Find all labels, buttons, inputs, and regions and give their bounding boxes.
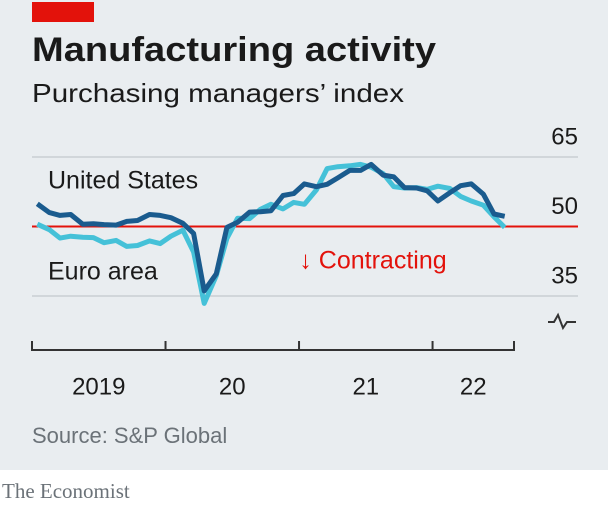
x-tick-label: 2019 <box>72 373 125 400</box>
axis-break <box>548 312 576 331</box>
background <box>0 0 608 470</box>
legend-label: Euro area <box>48 258 158 286</box>
legend-label: United States <box>48 167 198 195</box>
y-tick-label: 65 <box>551 123 578 150</box>
x-tick-label: 22 <box>460 373 487 400</box>
series-line <box>35 161 506 294</box>
chart-title: Manufacturing activity <box>32 31 436 69</box>
chart-subtitle: Purchasing managers’ index <box>32 78 404 108</box>
x-tick-label: 20 <box>219 373 246 400</box>
red-tag <box>32 2 94 22</box>
y-tick-label: 35 <box>551 262 578 289</box>
annotation: ↓ Contracting <box>299 247 446 275</box>
y-tick-label: 50 <box>551 193 578 220</box>
source: Source: S&P Global <box>32 423 227 448</box>
brand: The Economist <box>2 479 130 503</box>
x-tick-label: 21 <box>352 373 379 400</box>
